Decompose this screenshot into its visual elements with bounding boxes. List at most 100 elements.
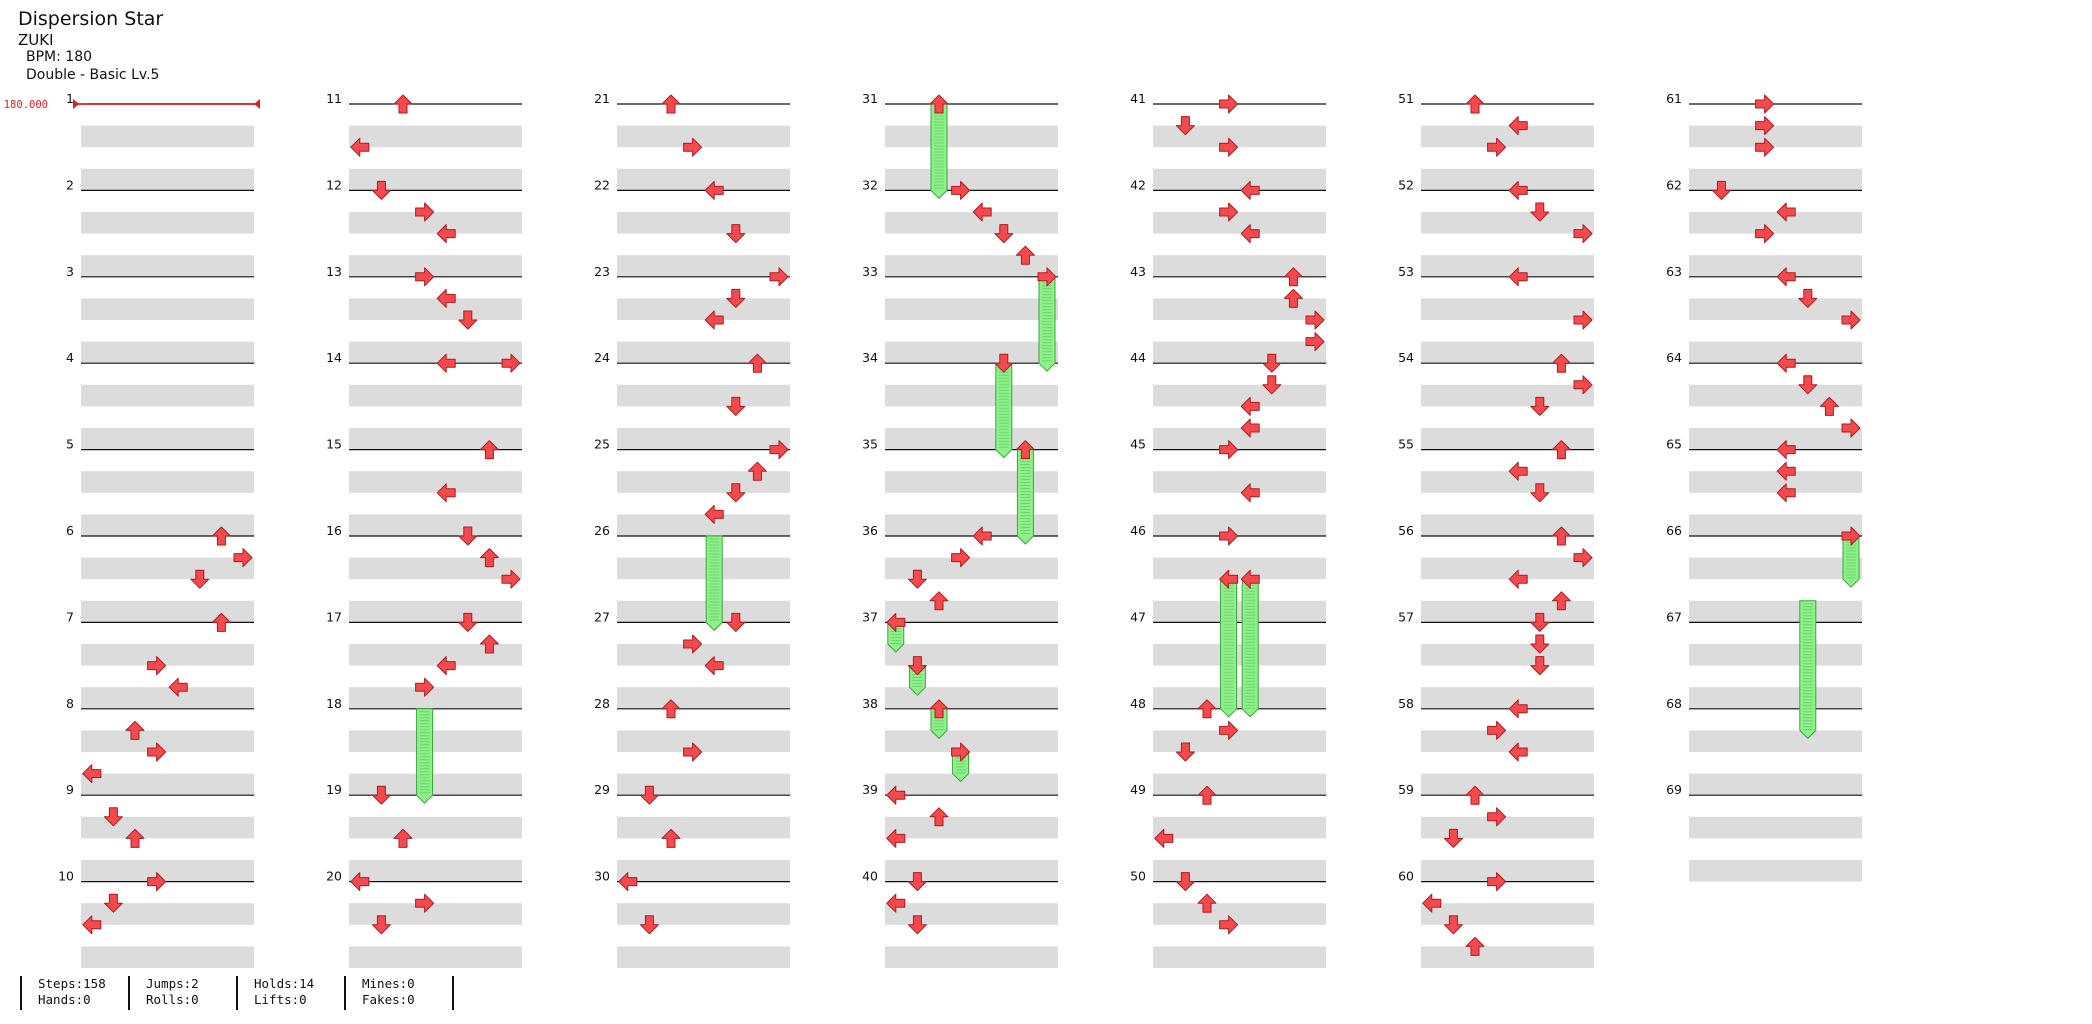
measure-number: 42 [1130,177,1146,192]
measure-number: 5 [66,437,74,452]
arrow-right [233,548,253,568]
measure: 55 [1398,437,1594,536]
arrow-right [1841,310,1861,330]
arrow-left [1776,202,1796,222]
measure-number: 10 [58,869,74,884]
arrow-up [1551,440,1571,460]
arrow-up [211,612,231,632]
arrow-right [951,548,971,568]
measure-number: 58 [1398,696,1414,711]
arrow-left [972,202,992,222]
arrow-left [1776,461,1796,481]
beat-band [1421,384,1594,407]
arrow-up [1819,396,1839,416]
measure-number: 51 [1398,91,1414,106]
beat-band [349,946,522,968]
beat-band [349,860,522,882]
beat-band [617,557,790,580]
stats-cell-mines: Mines:0 Fakes:0 [344,976,452,1010]
arrow-right [1573,548,1593,568]
arrow-left [82,915,102,935]
measure-number: 52 [1398,177,1414,192]
arrow-right [1487,807,1507,827]
hold-body [705,535,723,632]
measure-number: 27 [594,609,610,624]
arrow-left [704,310,724,330]
arrow-down [1443,828,1463,848]
beat-band [617,773,790,796]
arrow-left [886,785,906,805]
arrow-up [1197,699,1217,719]
arrow-left [704,180,724,200]
measure: 51 [1398,91,1594,191]
arrow-up [929,699,949,719]
beat-band [1689,557,1862,580]
beat-band [1153,644,1326,666]
beat-band [81,471,254,493]
measure-number: 4 [66,350,74,365]
measure-number: 44 [1130,350,1146,365]
arrow-down [1530,612,1550,632]
beat-band [349,471,522,493]
arrow-up [747,353,767,373]
arrow-down [1530,202,1550,222]
measure-number: 67 [1666,609,1682,624]
arrow-left [1508,461,1528,481]
arrow-left [436,353,456,373]
measure-number: 48 [1130,696,1146,711]
arrow-left [1776,353,1796,373]
measure: 4 [66,350,254,450]
measure-number: 56 [1398,523,1414,538]
beat-band [617,168,790,191]
measure: 22 [594,177,790,277]
measure-number: 53 [1398,264,1414,279]
song-title: Dispersion Star [18,8,164,30]
arrow-right [1219,137,1239,157]
measure-number: 39 [862,782,878,797]
arrow-down [726,396,746,416]
measure: 1 [66,91,254,191]
measure-number: 15 [326,437,342,452]
beat-band [885,687,1058,709]
measure-number: 66 [1666,523,1682,538]
beat-band [1421,514,1594,536]
measure: 2 [66,177,254,277]
beat-band [1421,212,1594,234]
measure-number: 30 [594,869,610,884]
stats-divider [452,976,454,1010]
hands-count: Hands:0 [38,992,91,1007]
beat-band [1153,816,1326,839]
beat-band [617,298,790,320]
hold-note [1241,578,1259,718]
measure: 24 [594,350,790,450]
measure: 67 [1666,609,1862,709]
arrow-down [103,807,123,827]
beat-band [349,125,522,148]
measure: 64 [1666,350,1862,450]
measure-number: 60 [1398,869,1414,884]
measure-number: 41 [1130,91,1146,106]
arrow-left [1240,224,1260,244]
arrow-up [661,94,681,114]
measure: 23 [594,264,790,364]
arrow-down [907,915,927,935]
hold-note [995,362,1013,459]
measure: 50 [1130,869,1326,968]
arrow-down [726,288,746,308]
measure: 10 [58,869,254,968]
arrow-right [1219,440,1239,460]
fakes-count: Fakes:0 [362,992,415,1007]
beat-band [81,212,254,234]
measure: 47 [1130,609,1326,709]
measure: 43 [1130,264,1326,364]
difficulty-label: Double - Basic Lv.5 [26,67,160,83]
beat-band [1421,125,1594,148]
arrow-up [929,591,949,611]
beat-band [617,903,790,925]
arrow-left [1776,267,1796,287]
measure: 41 [1130,91,1326,191]
measure-number: 19 [326,782,342,797]
measure-number: 45 [1130,437,1146,452]
measure: 8 [66,696,254,796]
arrow-up [1551,591,1571,611]
